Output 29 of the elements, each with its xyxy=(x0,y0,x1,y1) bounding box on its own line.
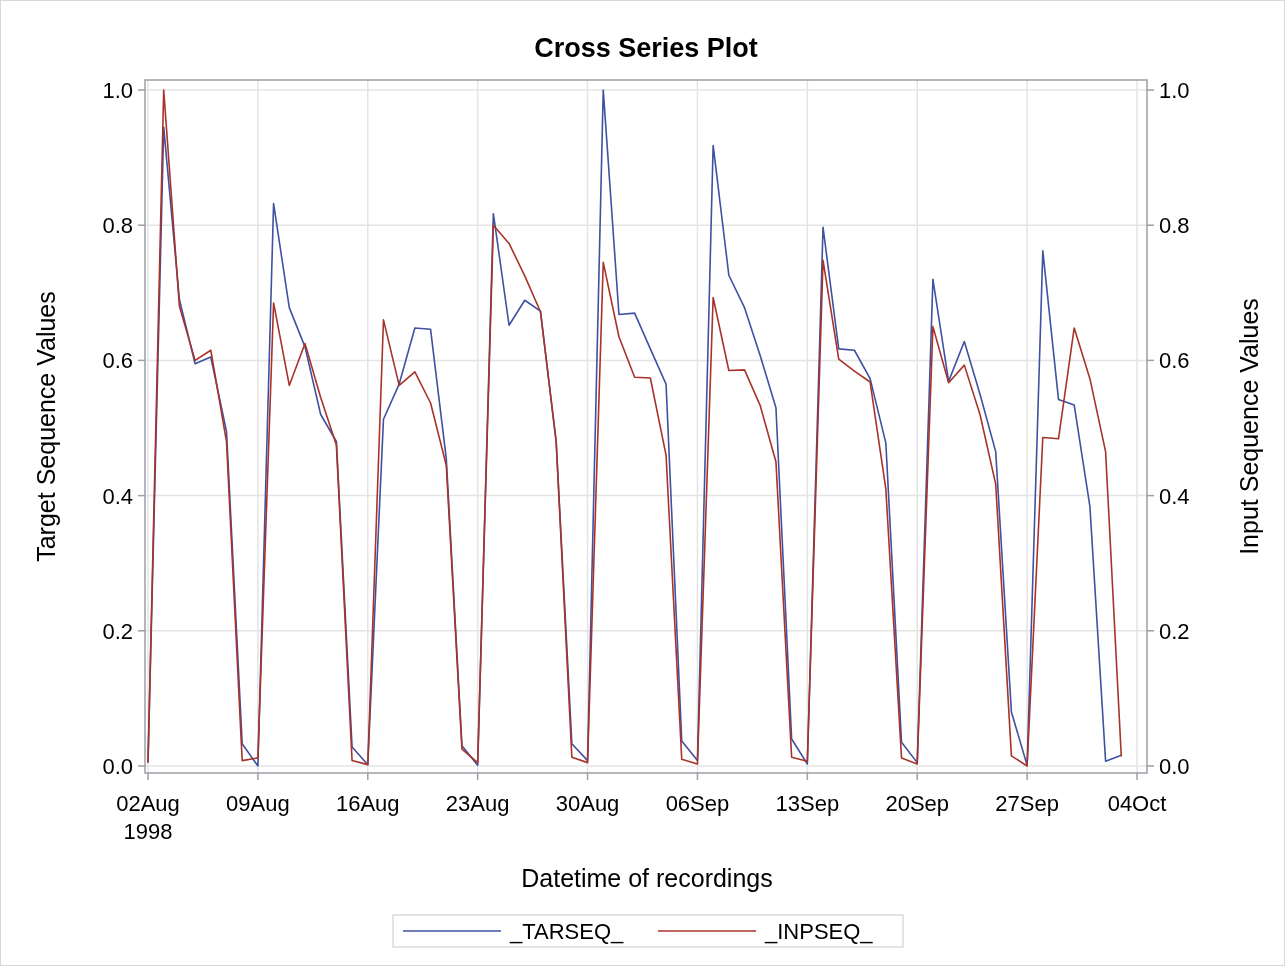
x-tick-label: 02Aug 1998 xyxy=(116,791,180,844)
y2-tick-label: 1.0 xyxy=(1159,78,1190,103)
y-tick-label: 0.2 xyxy=(102,618,133,644)
x-tick-label: 16Aug xyxy=(335,791,400,816)
x-tick-label: 20Sep xyxy=(885,791,950,816)
y2-tick-label: 0.2 xyxy=(1159,618,1190,644)
line-series xyxy=(147,89,1123,767)
x-tick-label: 06Sep xyxy=(665,791,730,816)
y2-tick-label: 0.4 xyxy=(1159,483,1190,509)
y-tick-label: 0.8 xyxy=(102,213,133,239)
y-tick-label: 0.6 xyxy=(102,348,133,374)
x-tick-label: 04Oct xyxy=(1107,791,1167,816)
chart-title: Cross Series Plot xyxy=(534,33,758,63)
y2-axis-title: Input Sequence Values xyxy=(1235,298,1263,555)
y2-tick-label: 0.6 xyxy=(1159,348,1190,374)
y2-tick-label: 0.8 xyxy=(1159,213,1190,239)
x-tick-label: 30Aug xyxy=(555,791,620,816)
y-tick-label: 0.4 xyxy=(102,483,133,509)
y-tick-label: 1.0 xyxy=(102,78,133,103)
y-axis-title: Target Sequence Values xyxy=(32,291,60,562)
y2-tick-label: 0.0 xyxy=(1159,754,1190,779)
legend-label: _TARSEQ_ xyxy=(509,919,625,944)
x-tick-label: 27Sep xyxy=(995,791,1059,816)
legend-label: _INPSEQ_ xyxy=(764,919,874,944)
x-tick-label: 23Aug xyxy=(445,791,510,816)
x-axis-title: Datetime of recordings xyxy=(521,864,773,892)
x-tick-label: 13Sep xyxy=(775,791,840,816)
x-tick-label: 09Aug xyxy=(226,791,290,816)
y-tick-label: 0.0 xyxy=(102,754,133,779)
